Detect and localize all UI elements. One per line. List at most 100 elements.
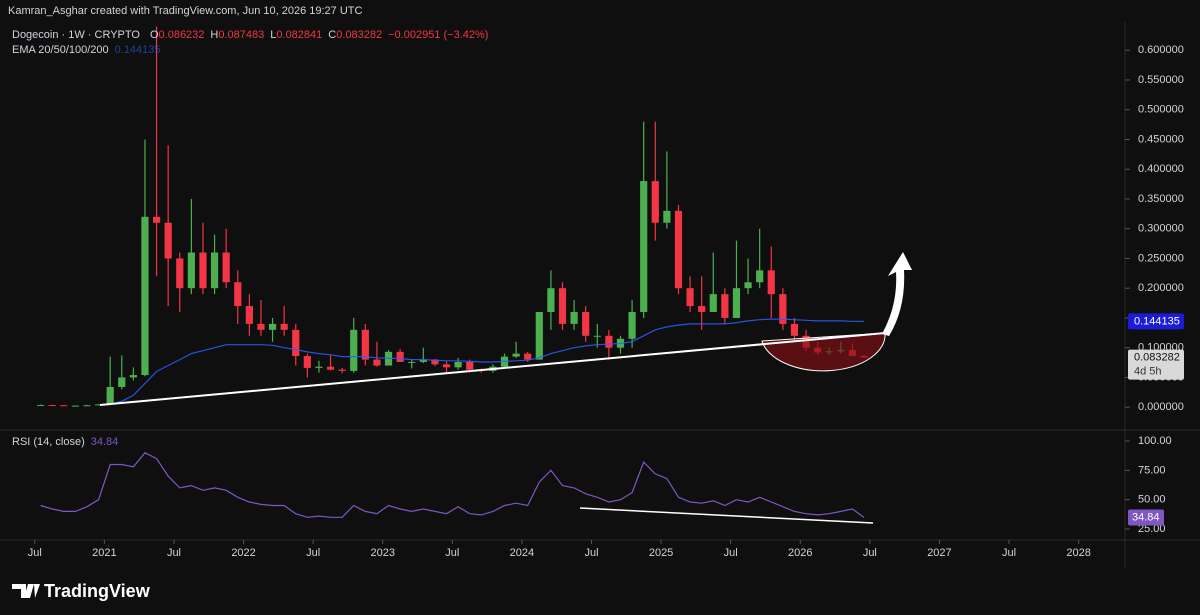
candle-body — [698, 306, 706, 312]
x-tick-label: 2021 — [92, 547, 116, 559]
rsi-tag — [1128, 509, 1164, 526]
candle-body — [779, 294, 787, 324]
rsi-tag-label: 34.84 — [1132, 511, 1160, 523]
candle-body — [640, 181, 648, 312]
x-tick-label: Jul — [28, 547, 42, 559]
logo-text: TradingView — [44, 581, 151, 601]
ohlc-value: 0.086232 — [159, 29, 205, 41]
candle-body — [767, 270, 775, 295]
candle-body — [164, 222, 172, 259]
candle-body — [222, 252, 230, 283]
ohlc-key: L — [270, 29, 276, 41]
candle-body — [419, 359, 427, 362]
ema-legend: EMA 20/50/100/200 0.144135 — [12, 44, 161, 56]
support-trendline — [99, 332, 886, 406]
y-tick-label: 0.400000 — [1138, 163, 1184, 175]
y-tick-label: 0.500000 — [1138, 104, 1184, 116]
breakout-arrow — [882, 252, 912, 336]
candle-body — [48, 405, 56, 407]
x-tick-label: 2027 — [927, 547, 951, 559]
candle-body — [350, 329, 358, 371]
rsi-value: 34.84 — [91, 436, 119, 448]
candle-body — [303, 356, 311, 368]
candle-body — [651, 181, 659, 223]
x-tick-label: 2023 — [370, 547, 394, 559]
candle-body — [315, 366, 323, 368]
candle-body — [257, 323, 265, 330]
rsi-title: RSI (14, close) — [12, 436, 85, 448]
x-tick-label: 2026 — [788, 547, 812, 559]
y-tick-label: 0.600000 — [1138, 44, 1184, 56]
y-tick-label: 0.200000 — [1138, 282, 1184, 294]
x-tick-label: Jul — [167, 547, 181, 559]
ema-tag — [1128, 313, 1184, 330]
ohlc-value: 0.082841 — [276, 29, 322, 41]
candle-body — [582, 311, 590, 336]
x-tick-label: 2025 — [649, 547, 673, 559]
candle-body — [547, 288, 555, 312]
ema-name: EMA 20/50/100/200 — [12, 44, 109, 56]
candle-body — [36, 405, 45, 407]
change: −0.002951 (−3.42%) — [388, 29, 488, 41]
candle-body — [234, 282, 242, 307]
candle-body — [361, 329, 369, 360]
candle-body — [593, 335, 601, 337]
symbol-legend: Dogecoin · 1W · CRYPTO O0.086232 H0.087483… — [12, 29, 488, 41]
y-tick-label: 0.250000 — [1138, 252, 1184, 264]
y-tick-label: 75.00 — [1138, 464, 1166, 476]
y-tick-label: 0.550000 — [1138, 74, 1184, 86]
rsi-trendline — [579, 507, 874, 524]
candle-body — [628, 311, 636, 339]
candle-body — [408, 361, 416, 363]
candle-body — [558, 288, 567, 324]
candle-body — [442, 364, 451, 368]
ohlc-value: 0.083282 — [336, 29, 382, 41]
y-tick-label: 50.00 — [1138, 494, 1166, 506]
y-tick-label: 0.350000 — [1138, 193, 1184, 205]
candle-body — [292, 329, 300, 357]
candle-body — [431, 359, 439, 365]
candle-body — [721, 294, 729, 318]
candle-body — [71, 405, 79, 407]
candle-body — [732, 288, 741, 318]
candle-body — [210, 252, 219, 289]
candle-body — [176, 258, 184, 289]
x-tick-label: Jul — [445, 547, 459, 559]
ohlc-value: 0.087483 — [218, 29, 264, 41]
candle-body — [756, 270, 764, 283]
ohlc-key: H — [210, 29, 218, 41]
x-tick-label: 2028 — [1066, 547, 1090, 559]
candle-body — [245, 306, 253, 324]
candle-body — [280, 323, 288, 330]
close-tag — [1128, 349, 1184, 380]
attribution: Kamran_Asghar created with TradingView.c… — [8, 5, 362, 17]
symbol-title: Dogecoin · 1W · CRYPTO — [12, 29, 140, 41]
candle-body — [512, 353, 520, 357]
candle-body — [326, 366, 335, 370]
candle-body — [454, 361, 462, 368]
x-tick-label: 2024 — [510, 547, 534, 559]
footer — [0, 568, 1200, 615]
candle-body — [686, 288, 694, 307]
candle-body — [106, 386, 114, 405]
candle-body — [118, 377, 126, 387]
candle-body — [60, 405, 68, 407]
candle-body — [373, 359, 381, 366]
candle-body — [152, 216, 161, 223]
candle-body — [524, 353, 532, 360]
y-tick-label: 0.000000 — [1138, 401, 1184, 413]
ema-tag-label: 0.144135 — [1134, 315, 1180, 327]
x-tick-label: Jul — [306, 547, 320, 559]
candle-body — [83, 405, 91, 407]
rsi-legend: RSI (14, close) 34.84 — [12, 436, 118, 448]
ema-value: 0.144135 — [115, 44, 161, 56]
countdown: 4d 5h — [1134, 366, 1162, 378]
x-tick-label: Jul — [724, 547, 738, 559]
x-tick-label: Jul — [863, 547, 877, 559]
candle-body — [129, 375, 137, 378]
candle-body — [663, 210, 671, 223]
rsi-line — [40, 452, 865, 518]
